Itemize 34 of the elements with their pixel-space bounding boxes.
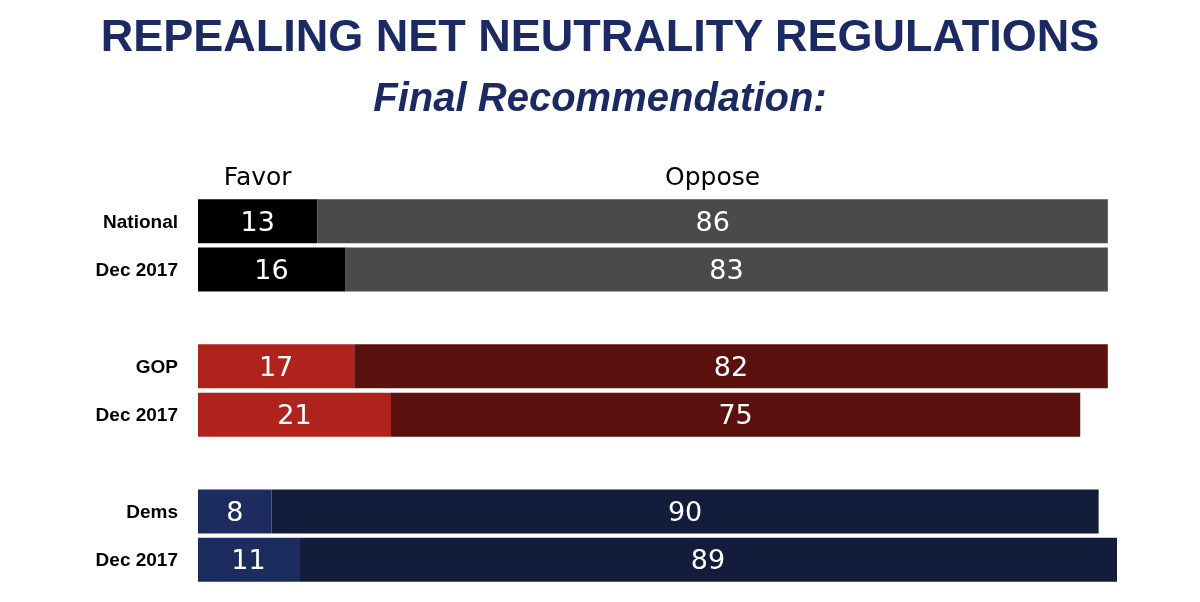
chart-title: REPEALING NET NEUTRALITY REGULATIONS (100, 10, 1100, 61)
bar (317, 199, 1108, 244)
bar (198, 344, 355, 389)
chart-subtitle: Final Recommendation: (373, 75, 827, 119)
bar (299, 537, 1117, 582)
y-tick-label: Dec 2017 (95, 259, 178, 281)
data-label: 17 (258, 350, 294, 382)
data-label: 82 (713, 350, 749, 382)
y-tick-label: GOP (135, 355, 179, 377)
y-tick-label: Dec 2017 (95, 404, 178, 426)
data-label: 8 (226, 495, 244, 527)
data-label: 21 (277, 399, 312, 431)
y-tick-label: Dec 2017 (95, 549, 178, 571)
bar (198, 247, 346, 292)
series-label: Oppose (665, 161, 761, 191)
data-label: 83 (709, 254, 744, 286)
y-tick-label: National (103, 210, 178, 232)
y-tick-label: Dems (126, 500, 178, 522)
series-label: Favor (223, 161, 293, 191)
bar (198, 489, 272, 534)
data-label: 75 (718, 399, 753, 431)
data-label: 89 (690, 544, 726, 576)
bar (198, 537, 300, 582)
data-label: 16 (254, 254, 289, 286)
bar (390, 392, 1081, 437)
bar (198, 392, 391, 437)
bar (271, 489, 1099, 534)
bar (345, 247, 1108, 292)
data-label: 13 (240, 205, 275, 237)
data-label: 86 (695, 205, 730, 237)
bar (354, 344, 1108, 389)
bar (198, 199, 318, 244)
data-label: 90 (667, 495, 703, 527)
data-label: 11 (231, 544, 266, 576)
